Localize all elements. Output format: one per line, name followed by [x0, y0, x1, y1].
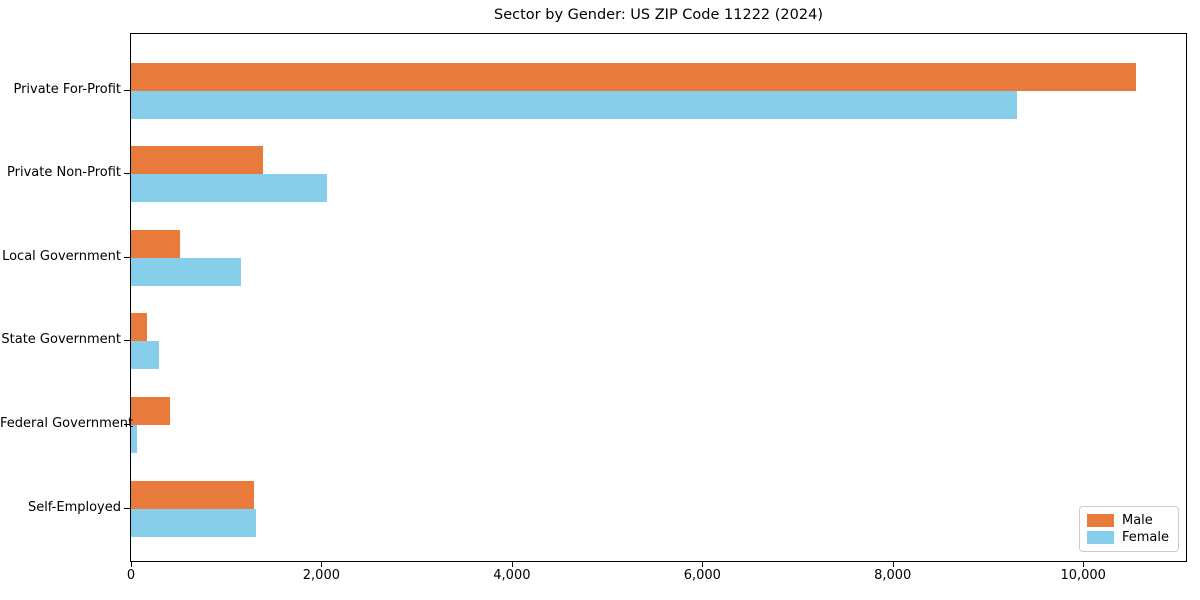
- bar-male-5: [131, 480, 254, 509]
- legend-label: Female: [1121, 530, 1169, 545]
- chart-title: Sector by Gender: US ZIP Code 11222 (202…: [494, 7, 823, 23]
- ytick-label: Self-Employed: [27, 499, 121, 515]
- legend-label: Male: [1121, 513, 1153, 528]
- legend: Male Female: [1078, 506, 1179, 552]
- bar-female-1: [131, 174, 328, 203]
- bar-female-4: [131, 424, 138, 453]
- xtick-label: 0: [126, 568, 136, 583]
- ytick-label: Local Government: [2, 248, 121, 264]
- ytick-mark: [124, 340, 130, 342]
- bar-female-5: [131, 508, 256, 537]
- bar-female-0: [131, 90, 1017, 119]
- ytick-mark: [124, 256, 130, 258]
- bar-male-4: [131, 396, 170, 425]
- xtick-mark: [892, 562, 894, 567]
- xtick-label: 6,000: [683, 568, 721, 583]
- xtick-mark: [702, 562, 704, 567]
- xtick-label: 2,000: [302, 568, 340, 583]
- xtick-label: 10,000: [1060, 568, 1106, 583]
- xtick-mark: [511, 562, 513, 567]
- ytick-label: Federal Government: [0, 415, 134, 431]
- bar-male-3: [131, 313, 148, 342]
- ytick-label: State Government: [1, 332, 121, 348]
- bar-female-2: [131, 257, 241, 286]
- ytick-label: Private Non-Profit: [7, 165, 121, 181]
- ytick-mark: [124, 423, 130, 425]
- ytick-mark: [124, 173, 130, 175]
- xtick-mark: [131, 562, 132, 567]
- legend-swatch-male: [1086, 514, 1114, 527]
- plot-area: Male Female: [130, 33, 1187, 562]
- xtick-mark: [321, 562, 323, 567]
- legend-swatch-female: [1086, 531, 1114, 544]
- bar-male-2: [131, 229, 180, 258]
- xtick-mark: [1083, 562, 1085, 567]
- bar-male-1: [131, 146, 264, 175]
- ytick-mark: [124, 89, 130, 91]
- ytick-mark: [124, 507, 130, 509]
- ytick-label: Private For-Profit: [13, 81, 121, 97]
- legend-entry-male: Male: [1086, 512, 1169, 529]
- legend-entry-female: Female: [1086, 529, 1169, 546]
- bar-male-0: [131, 62, 1136, 91]
- xtick-label: 4,000: [493, 568, 531, 583]
- bar-female-3: [131, 341, 160, 370]
- xtick-label: 8,000: [874, 568, 912, 583]
